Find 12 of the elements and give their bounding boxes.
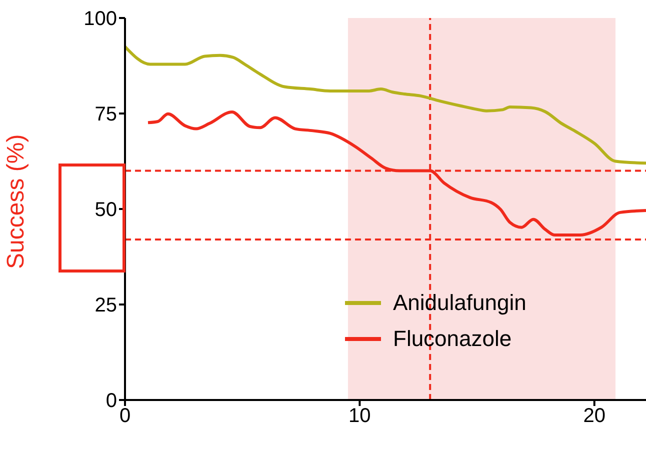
legend-label: Fluconazole — [393, 326, 512, 352]
x-tick-label: 0 — [119, 405, 131, 428]
y-axis-title: Success (%) — [2, 134, 30, 269]
y-tick-label: 0 — [106, 390, 117, 412]
y-tick-label: 75 — [94, 104, 117, 126]
y-tick-label: 100 — [84, 8, 117, 30]
x-tick-label: 20 — [583, 405, 606, 428]
x-tick-label: 10 — [348, 405, 371, 428]
y-tick-label: 25 — [94, 294, 117, 317]
line-series — [125, 45, 646, 165]
y-tick-label: 50 — [94, 199, 117, 222]
legend-label: Anidulafungin — [393, 290, 526, 316]
